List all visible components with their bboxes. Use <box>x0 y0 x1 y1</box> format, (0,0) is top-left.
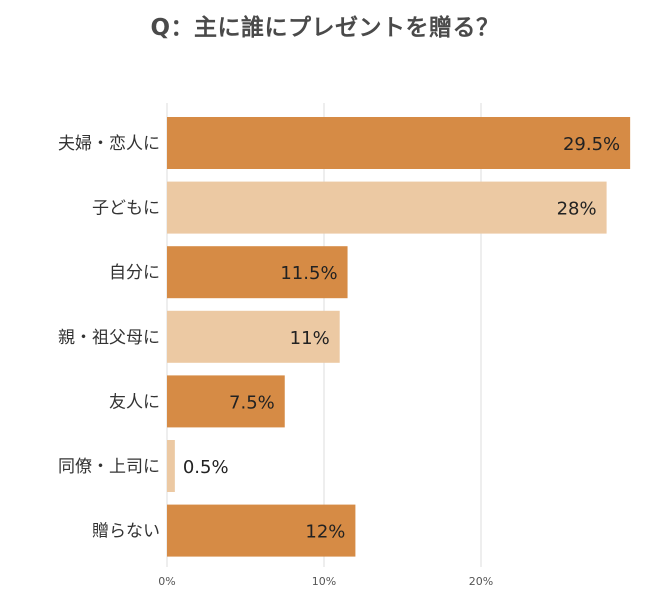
data-label: 28% <box>557 199 597 220</box>
category-label: 子どもに <box>92 199 160 219</box>
category-label: 自分に <box>109 263 160 283</box>
bar <box>167 440 175 492</box>
category-label: 親・祖父母に <box>58 328 160 348</box>
bar-layer <box>167 117 631 557</box>
bar <box>167 246 348 299</box>
label-layer: 夫婦・恋人に 29.5% 子どもに 28% 自分に 11.5% 親・祖父母に 11% 友人に 7.… <box>58 133 620 543</box>
bar <box>167 375 285 428</box>
data-label: 29.5% <box>563 134 620 155</box>
x-tick-label: 0% <box>158 575 175 588</box>
data-label: 12% <box>305 522 345 543</box>
data-label: 0.5% <box>183 457 229 478</box>
category-label: 同僚・上司に <box>58 457 160 477</box>
chart-title: Q：主に誰にプレゼントを贈る？ <box>150 15 500 41</box>
category-label: 夫婦・恋人に <box>58 133 160 154</box>
tick-layer: 0% 10% 20% <box>158 575 493 588</box>
x-tick-label: 10% <box>312 575 336 588</box>
data-label: 11.5% <box>280 263 337 284</box>
bar <box>167 310 340 363</box>
bar <box>167 504 356 557</box>
bar <box>167 181 607 234</box>
category-label: 友人に <box>109 392 160 412</box>
category-label: 贈らない <box>92 522 160 542</box>
x-tick-label: 20% <box>469 575 493 588</box>
data-label: 7.5% <box>229 392 275 413</box>
bar <box>167 117 631 169</box>
data-label: 11% <box>290 328 330 349</box>
